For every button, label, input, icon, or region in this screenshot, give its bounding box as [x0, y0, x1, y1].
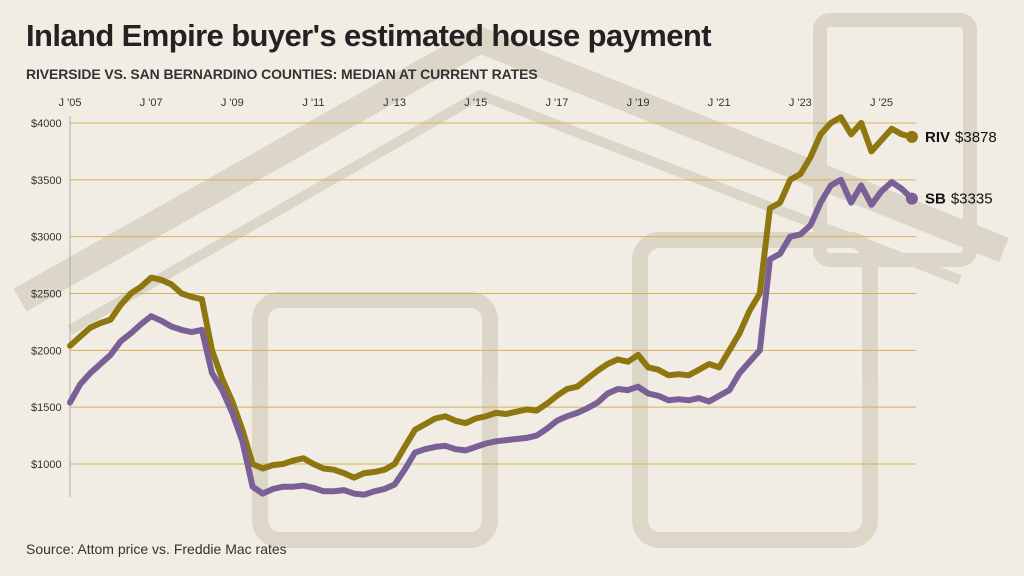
series-end-marker-sb	[905, 192, 918, 205]
series-end-marker-riv	[905, 130, 918, 143]
end-label-name: RIV	[925, 129, 950, 146]
end-label-value: $3335	[951, 191, 993, 208]
x-tick-label: J '15	[464, 97, 487, 109]
chart-subtitle: RIVERSIDE VS. SAN BERNARDINO COUNTIES: M…	[26, 66, 538, 82]
end-label-riv: RIV $3878	[925, 129, 997, 146]
x-tick-label: J '19	[627, 97, 650, 109]
y-tick-label: $1000	[31, 459, 62, 471]
end-label-sb: SB $3335	[925, 191, 993, 208]
y-tick-label: $2500	[31, 289, 62, 301]
series-line-sb	[67, 176, 915, 498]
x-tick-label: J '25	[870, 97, 893, 109]
series-line-riv	[67, 114, 915, 481]
end-label-name: SB	[925, 191, 946, 208]
y-tick-label: $4000	[31, 118, 62, 130]
y-axis-ticks: $4000 $3500 $3000 $2500 $2000 $1500 $1000	[31, 118, 62, 471]
x-tick-label: J '21	[708, 97, 731, 109]
chart-title: Inland Empire buyer's estimated house pa…	[26, 18, 712, 53]
x-axis-ticks: J '05 J '07 J '09 J '11 J '13 J '15 J '17 J '19…	[59, 97, 893, 109]
y-tick-label: $2000	[31, 345, 62, 357]
x-tick-label: J '17	[545, 97, 568, 109]
house-roof-inner	[67, 90, 962, 335]
end-label-value: $3878	[955, 129, 997, 146]
x-tick-label: J '09	[221, 97, 244, 109]
x-tick-label: J '23	[789, 97, 812, 109]
end-labels: RIV $3878 SB $3335	[925, 129, 997, 208]
x-tick-label: J '13	[383, 97, 406, 109]
series-lines	[67, 114, 918, 498]
y-tick-label: $1500	[31, 402, 62, 414]
x-tick-label: J '05	[59, 97, 82, 109]
y-tick-label: $3000	[31, 232, 62, 244]
y-tick-label: $3500	[31, 175, 62, 187]
source-note: Source: Attom price vs. Freddie Mac rate…	[26, 541, 287, 557]
x-tick-label: J '07	[140, 97, 163, 109]
house-door	[252, 292, 498, 548]
x-tick-label: J '11	[302, 97, 324, 109]
